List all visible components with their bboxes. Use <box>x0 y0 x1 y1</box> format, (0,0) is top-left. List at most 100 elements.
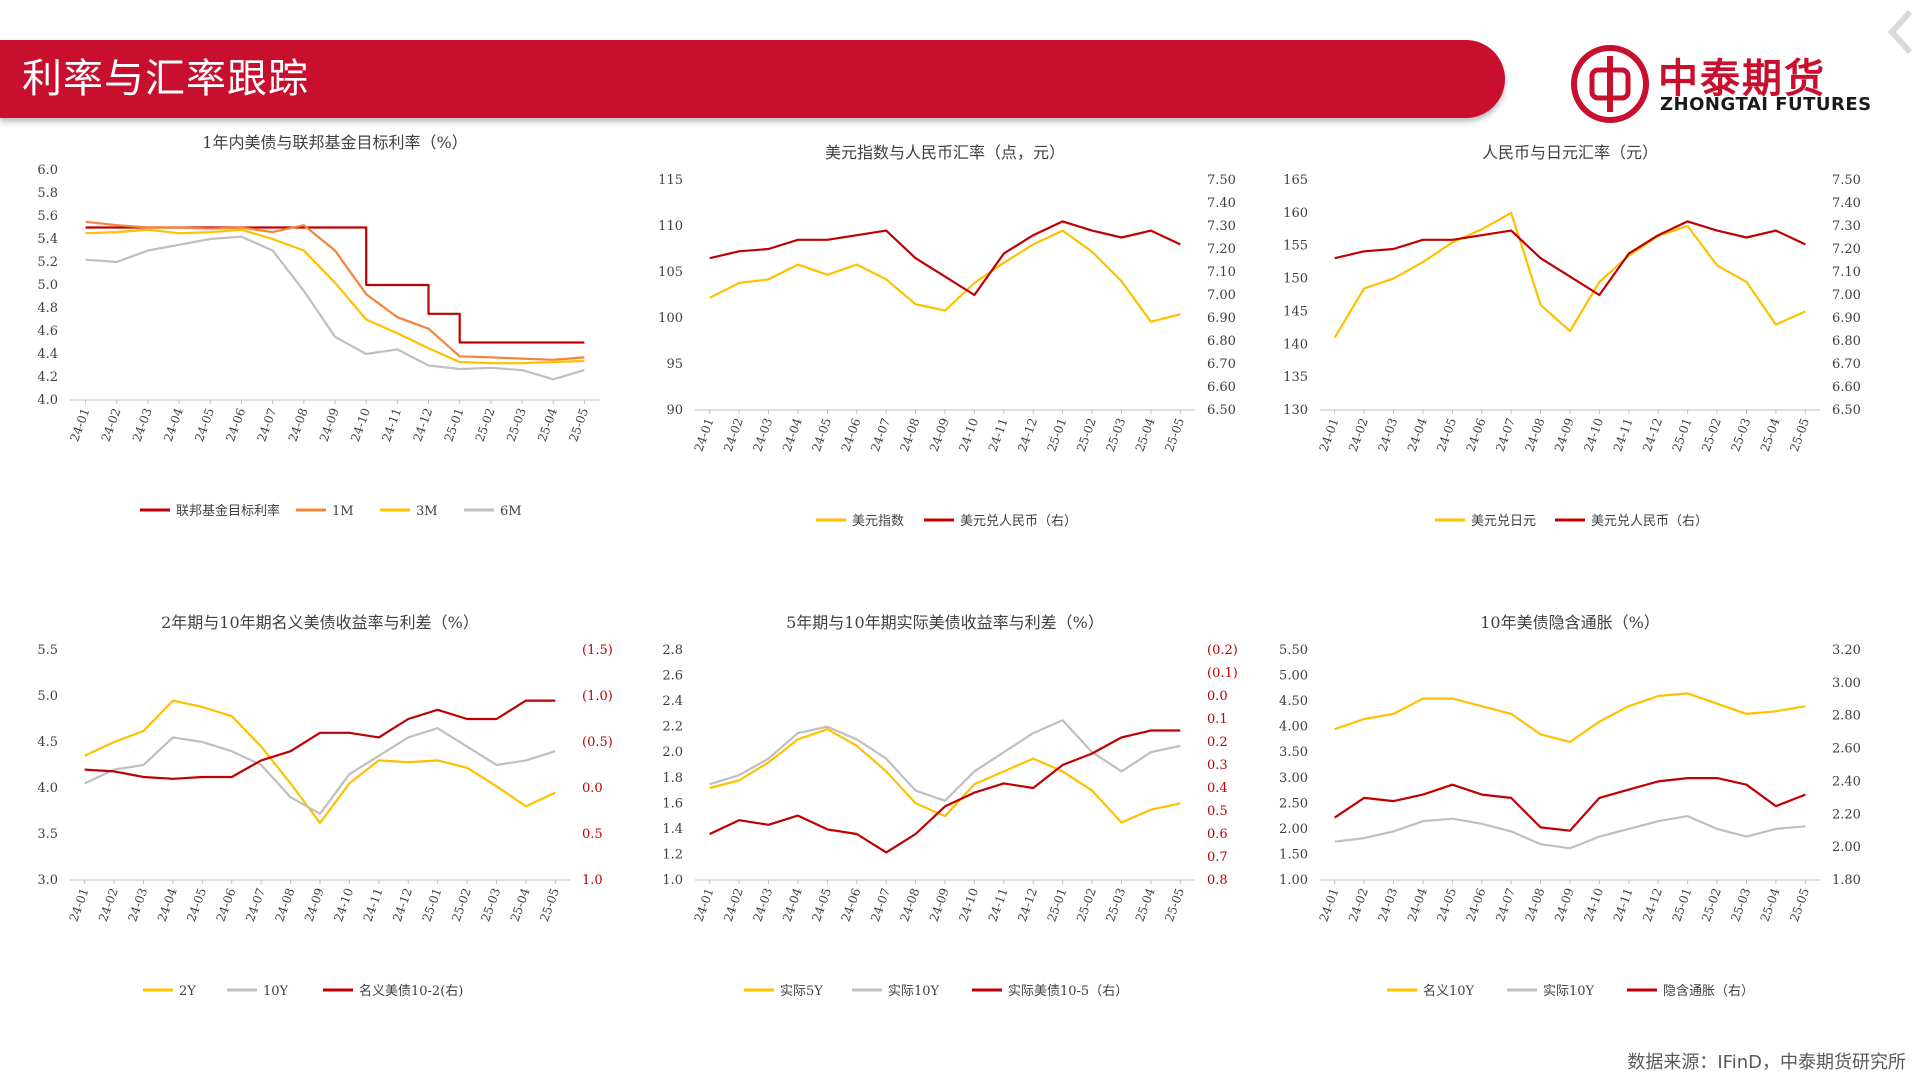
left-tick-label: 150 <box>1283 272 1308 287</box>
x-tick-label: 24-02 <box>1346 886 1371 923</box>
left-tick-label: 105 <box>658 265 683 280</box>
right-tick-label: 0.5 <box>582 827 603 842</box>
x-tick-label: 24-11 <box>1611 416 1636 453</box>
x-tick-label: 24-10 <box>331 886 356 923</box>
left-tick-label: 1.8 <box>662 771 683 786</box>
x-tick-label: 25-02 <box>473 406 498 443</box>
x-tick-label: 25-03 <box>1103 416 1128 453</box>
brand-name-cn: 中泰期货 <box>1658 56 1826 102</box>
x-tick-label: 25-01 <box>1669 886 1694 923</box>
x-tick-label: 24-04 <box>161 406 186 444</box>
series-line <box>1334 777 1806 832</box>
left-tick-label: 115 <box>658 173 683 188</box>
chart-treasury-vs-fed-rate: 1年内美债与联邦基金目标利率（%） 6.0 5.8 5.6 5.4 5.2 5.0 4.8 4.… <box>10 130 630 550</box>
left-tick-label: 5.50 <box>1279 643 1308 658</box>
right-tick-label: 0.8 <box>1207 873 1228 888</box>
series-line <box>85 226 585 344</box>
x-tick-label: 25-02 <box>1699 416 1724 453</box>
x-tick-label: 25-01 <box>419 886 444 923</box>
right-tick-label: 0.1 <box>1207 712 1228 727</box>
x-tick-label: 24-01 <box>692 886 717 923</box>
chart-cny-vs-jpy: 人民币与日元汇率（元） 165 160 155 150 145 140 135 130 7.50 7… <box>1260 140 1880 560</box>
header-band <box>0 40 1505 118</box>
right-tick-label: 6.50 <box>1832 403 1861 418</box>
legend-label: 联邦基金目标利率 <box>176 503 280 519</box>
x-tick-label: 25-04 <box>1133 416 1158 454</box>
x-tick-label: 25-05 <box>537 886 562 923</box>
series-line <box>84 699 556 825</box>
x-tick-label: 24-07 <box>868 416 893 453</box>
x-tick-label: 24-05 <box>1434 416 1459 453</box>
x-tick-label: 24-01 <box>1317 886 1342 923</box>
left-tick-label: 90 <box>666 403 683 418</box>
right-tick-label: 6.80 <box>1832 334 1861 349</box>
x-tick-label: 25-04 <box>535 406 560 444</box>
x-tick-label: 24-02 <box>99 406 124 443</box>
right-tick-label: 7.50 <box>1207 173 1236 188</box>
x-tick-label: 24-05 <box>809 416 834 453</box>
left-tick-label: 3.5 <box>37 827 58 842</box>
legend-label: 美元兑人民币（右） <box>960 514 1077 529</box>
x-tick-label: 24-04 <box>780 886 805 924</box>
left-tick-label: 2.50 <box>1279 796 1308 811</box>
chart-title: 1年内美债与联邦基金目标利率（%） <box>202 133 467 152</box>
legend-label: 3M <box>416 504 438 519</box>
chart-title: 10年美债隐含通胀（%） <box>1480 613 1660 632</box>
x-tick-label: 24-01 <box>1317 416 1342 453</box>
left-tick-label: 155 <box>1283 239 1308 254</box>
footer-source: 数据来源：IFinD，中泰期货研究所 <box>1627 1052 1906 1073</box>
x-tick-label: 25-05 <box>566 406 591 443</box>
x-tick-label: 24-09 <box>317 406 342 443</box>
x-tick-label: 24-04 <box>1405 416 1430 454</box>
right-tick-label: 2.20 <box>1832 807 1861 822</box>
left-tick-label: 5.0 <box>37 278 58 293</box>
x-tick-label: 24-12 <box>1640 886 1665 923</box>
x-tick-label: 24-12 <box>1015 416 1040 453</box>
left-tick-label: 145 <box>1283 304 1308 319</box>
right-tick-label: 7.20 <box>1832 242 1861 257</box>
left-tick-label: 1.4 <box>662 822 683 837</box>
series-line <box>85 228 585 365</box>
x-tick-label: 25-04 <box>1758 886 1783 924</box>
right-tick-label: 7.40 <box>1207 196 1236 211</box>
x-tick-label: 24-06 <box>839 416 864 453</box>
right-tick-label: (0.1) <box>1207 666 1238 681</box>
left-tick-label: 130 <box>1283 403 1308 418</box>
right-tick-label: 7.40 <box>1832 196 1861 211</box>
left-tick-label: 2.2 <box>662 720 683 735</box>
left-tick-label: 2.0 <box>662 745 683 760</box>
x-tick-label: 24-04 <box>155 886 180 924</box>
x-tick-label: 24-10 <box>348 406 373 443</box>
right-tick-label: 7.10 <box>1832 265 1861 280</box>
brand-name-en: ZHONGTAI FUTURES <box>1660 94 1872 115</box>
x-tick-label: 25-03 <box>504 406 529 443</box>
x-tick-label: 24-03 <box>125 886 150 923</box>
left-tick-label: 4.4 <box>37 347 58 362</box>
x-tick-label: 24-03 <box>130 406 155 443</box>
x-tick-label: 24-06 <box>1464 886 1489 923</box>
x-tick-label: 24-07 <box>868 886 893 923</box>
legend-label: 2Y <box>179 984 196 999</box>
x-tick-label: 24-08 <box>897 416 922 453</box>
x-tick-label: 24-02 <box>1346 416 1371 453</box>
chart-title: 2年期与10年期名义美债收益率与利差（%） <box>161 613 479 632</box>
x-tick-label: 25-05 <box>1787 886 1812 923</box>
series-line <box>85 220 585 361</box>
right-tick-label: 0.4 <box>1207 781 1228 796</box>
left-tick-label: 160 <box>1283 206 1308 221</box>
x-tick-label: 25-03 <box>1103 886 1128 923</box>
left-tick-label: 2.00 <box>1279 822 1308 837</box>
x-tick-label: 24-07 <box>254 406 279 443</box>
x-tick-label: 24-09 <box>927 416 952 453</box>
x-tick-label: 24-03 <box>1375 886 1400 923</box>
left-tick-label: 135 <box>1283 370 1308 385</box>
x-tick-label: 24-09 <box>1552 886 1577 923</box>
series-line <box>709 229 1181 323</box>
x-tick-label: 24-02 <box>721 886 746 923</box>
right-tick-label: 0.0 <box>582 781 603 796</box>
left-tick-label: 3.0 <box>37 873 58 888</box>
right-tick-label: 7.50 <box>1832 173 1861 188</box>
right-tick-label: 0.2 <box>1207 735 1228 750</box>
left-tick-label: 1.0 <box>662 873 683 888</box>
x-tick-label: 24-08 <box>897 886 922 923</box>
